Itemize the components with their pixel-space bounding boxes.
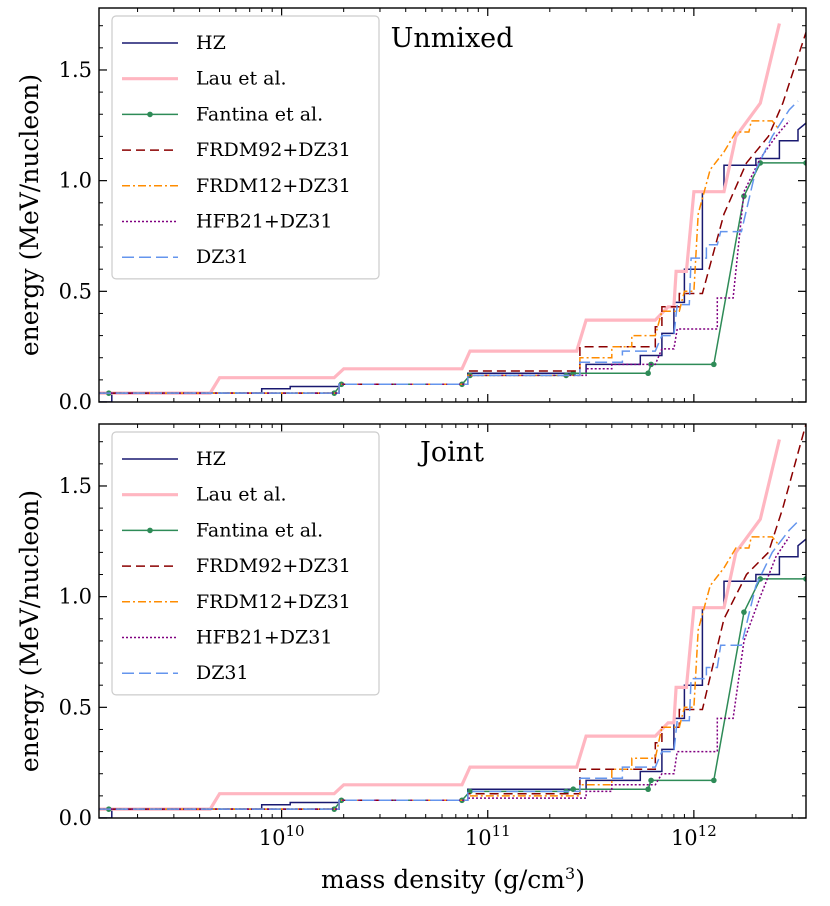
y-tick-label: 0.5	[59, 695, 92, 719]
series-line-lau-et-al-	[99, 439, 781, 811]
series-marker	[570, 786, 577, 793]
legend-label: Fantina et al.	[196, 103, 323, 125]
legend-box	[111, 15, 380, 280]
x-tick-label: 1012	[671, 822, 717, 850]
series-marker	[570, 370, 577, 377]
legend-marker	[147, 527, 153, 534]
plot-frame	[98, 423, 807, 819]
legend-label: DZ31	[196, 662, 249, 684]
legend-unmixed: HZ Lau et al. Fantina et al. FRDM92+DZ31 FRD…	[111, 15, 380, 280]
legend-label: FRDM12+DZ31	[196, 591, 351, 613]
series-marker	[645, 370, 651, 377]
series-marker	[467, 788, 473, 795]
series-line-hz	[99, 122, 806, 402]
y-tick-label: 1.5	[59, 58, 92, 82]
x-tick-label: 1011	[465, 822, 511, 850]
series-line-frdm92-dz31	[99, 424, 806, 810]
series-line-hfb21-dz31	[99, 120, 790, 394]
panel-title-unmixed: Unmixed	[391, 23, 514, 54]
series-line-frdm92-dz31	[99, 32, 806, 394]
legend-marker	[147, 111, 153, 118]
x-axis-label: mass density (g/cm3)	[321, 864, 585, 894]
y-axis-label-unmixed: energy (MeV/nucleon)	[15, 74, 44, 356]
series-marker	[711, 361, 717, 368]
panel-joint: 0.0 0.5 1.0 1.5 1010 1011 1012 HZ Lau et al. Fant…	[59, 423, 807, 850]
x-axis-label-tail: )	[575, 865, 585, 894]
legend-label: Lau et al.	[196, 484, 287, 506]
legend-box	[111, 431, 380, 696]
legend-label: Lau et al.	[196, 68, 287, 90]
legend-label: FRDM92+DZ31	[196, 555, 351, 577]
series-line-hz	[99, 538, 806, 818]
y-tick-label: 1.5	[59, 474, 92, 498]
legend-label: HZ	[196, 448, 226, 470]
legend-label: HFB21+DZ31	[196, 627, 332, 649]
series-group-joint	[99, 424, 806, 818]
series-marker	[741, 609, 747, 615]
legend-joint: HZ Lau et al. Fantina et al. FRDM92+DZ31 FRD…	[111, 431, 380, 696]
plot-frame	[98, 7, 807, 403]
series-line-lau-et-al-	[99, 23, 781, 395]
series-marker	[645, 786, 651, 793]
series-marker	[648, 777, 654, 784]
legend-label: DZ31	[196, 246, 249, 268]
y-tick-label: 0.0	[59, 806, 92, 830]
legend-label: FRDM92+DZ31	[196, 139, 351, 161]
legend-label: HFB21+DZ31	[196, 211, 332, 233]
panel-unmixed: 0.0 0.5 1.0 1.5 HZ Lau et al. Fantina et al. FR…	[59, 7, 807, 414]
x-axis-label-sup: 3	[565, 864, 575, 883]
y-tick-label: 1.0	[59, 169, 92, 193]
y-tick-label: 0.0	[59, 390, 92, 414]
legend-label: FRDM12+DZ31	[196, 175, 351, 197]
y-tick-label: 0.5	[59, 279, 92, 303]
y-axis-label-joint: energy (MeV/nucleon)	[15, 490, 44, 772]
x-tick-label: 1010	[259, 822, 305, 850]
legend-label: Fantina et al.	[196, 519, 323, 541]
series-group-unmixed	[99, 23, 806, 402]
series-line-dz31	[99, 100, 799, 394]
x-axis-label-text: mass density (g/cm	[321, 865, 565, 894]
series-marker	[711, 777, 717, 784]
panel-title-joint: Joint	[417, 437, 484, 468]
y-tick-label: 1.0	[59, 585, 92, 609]
series-marker	[741, 193, 747, 199]
legend-label: HZ	[196, 32, 226, 54]
series-line-dz31	[99, 520, 799, 810]
